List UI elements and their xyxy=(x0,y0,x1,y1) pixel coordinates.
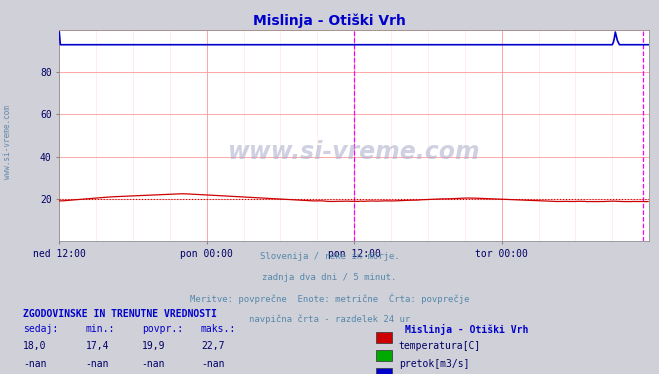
Text: www.si-vreme.com: www.si-vreme.com xyxy=(3,105,13,179)
Text: Mislinja - Otiški Vrh: Mislinja - Otiški Vrh xyxy=(405,324,529,334)
Text: povpr.:: povpr.: xyxy=(142,324,183,334)
Text: Slovenija / reke in morje.: Slovenija / reke in morje. xyxy=(260,252,399,261)
Text: pretok[m3/s]: pretok[m3/s] xyxy=(399,359,469,370)
Text: 17,4: 17,4 xyxy=(86,341,109,352)
Text: ZGODOVINSKE IN TRENUTNE VREDNOSTI: ZGODOVINSKE IN TRENUTNE VREDNOSTI xyxy=(23,309,217,319)
Text: 18,0: 18,0 xyxy=(23,341,47,352)
Text: -nan: -nan xyxy=(86,359,109,370)
Text: maks.:: maks.: xyxy=(201,324,236,334)
Text: 19,9: 19,9 xyxy=(142,341,165,352)
Text: -nan: -nan xyxy=(201,359,225,370)
Text: min.:: min.: xyxy=(86,324,115,334)
Text: 22,7: 22,7 xyxy=(201,341,225,352)
Text: zadnja dva dni / 5 minut.: zadnja dva dni / 5 minut. xyxy=(262,273,397,282)
Text: -nan: -nan xyxy=(142,359,165,370)
Text: sedaj:: sedaj: xyxy=(23,324,58,334)
Text: Meritve: povprečne  Enote: metrične  Črta: povprečje: Meritve: povprečne Enote: metrične Črta:… xyxy=(190,294,469,304)
Text: www.si-vreme.com: www.si-vreme.com xyxy=(228,141,480,165)
Text: -nan: -nan xyxy=(23,359,47,370)
Text: Mislinja - Otiški Vrh: Mislinja - Otiški Vrh xyxy=(253,13,406,28)
Text: navpična črta - razdelek 24 ur: navpična črta - razdelek 24 ur xyxy=(249,314,410,324)
Text: temperatura[C]: temperatura[C] xyxy=(399,341,481,352)
